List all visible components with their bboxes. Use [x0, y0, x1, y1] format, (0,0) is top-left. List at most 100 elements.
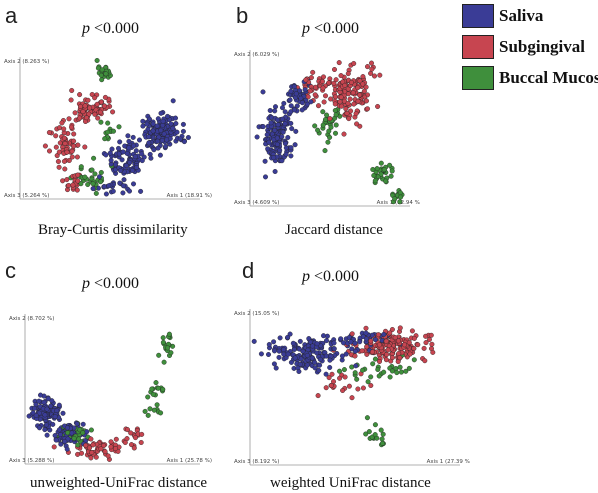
- data-point-buccal-mucosa: [116, 124, 122, 130]
- data-point-saliva: [44, 406, 50, 412]
- panel-a: a p <0.000: [0, 0, 230, 245]
- data-point-saliva: [271, 339, 277, 345]
- data-point-subgingival: [108, 444, 114, 450]
- data-point-subgingival: [66, 182, 72, 188]
- data-point-subgingival: [77, 103, 83, 109]
- data-point-subgingival: [59, 120, 65, 126]
- data-point-subgingival: [337, 99, 343, 105]
- data-point-saliva: [130, 181, 136, 187]
- data-point-saliva: [56, 402, 62, 408]
- data-point-subgingival: [377, 72, 383, 78]
- data-point-subgingival: [61, 135, 67, 141]
- data-point-subgingival: [53, 144, 59, 150]
- legend-label-saliva: Saliva: [499, 6, 544, 25]
- data-point-subgingival: [102, 94, 108, 100]
- data-point-subgingival: [355, 85, 361, 91]
- data-point-subgingival: [71, 138, 77, 144]
- data-point-subgingival: [340, 387, 346, 393]
- data-point-saliva: [281, 351, 287, 357]
- data-point-saliva: [122, 143, 128, 149]
- data-point-buccal-mucosa: [65, 430, 71, 436]
- data-point-subgingival: [77, 92, 83, 98]
- data-point-saliva: [323, 338, 329, 344]
- data-point-subgingival: [64, 177, 70, 183]
- data-point-saliva: [101, 183, 107, 189]
- data-point-buccal-mucosa: [327, 134, 333, 140]
- data-point-saliva: [42, 412, 48, 418]
- data-point-subgingival: [56, 149, 62, 155]
- data-point-saliva: [291, 84, 297, 90]
- data-point-buccal-mucosa: [406, 365, 412, 371]
- data-point-subgingival: [94, 101, 100, 107]
- data-point-buccal-mucosa: [328, 124, 334, 130]
- data-point-buccal-mucosa: [368, 374, 374, 380]
- data-point-subgingival: [82, 144, 88, 150]
- data-point-buccal-mucosa: [91, 155, 97, 161]
- data-point-saliva: [258, 351, 264, 357]
- data-point-saliva: [251, 338, 257, 344]
- data-point-buccal-mucosa: [398, 369, 404, 375]
- data-point-saliva: [42, 427, 48, 433]
- data-point-subgingival: [333, 77, 339, 83]
- data-point-buccal-mucosa: [332, 107, 338, 113]
- legend-item-saliva: Saliva: [462, 3, 598, 29]
- data-point-subgingival: [82, 103, 88, 109]
- data-point-buccal-mucosa: [378, 160, 384, 166]
- data-point-subgingival: [415, 342, 421, 348]
- data-point-buccal-mucosa: [85, 181, 91, 187]
- data-point-saliva: [282, 141, 288, 147]
- data-point-subgingival: [92, 111, 98, 117]
- legend-swatch-subgingival: [462, 35, 494, 59]
- data-point-subgingival: [71, 131, 77, 137]
- data-point-saliva: [126, 145, 132, 151]
- data-point-buccal-mucosa: [320, 109, 326, 115]
- data-point-subgingival: [57, 125, 63, 131]
- data-point-subgingival: [89, 449, 95, 455]
- data-point-saliva: [173, 120, 179, 126]
- data-point-saliva: [282, 121, 288, 127]
- data-point-buccal-mucosa: [102, 136, 108, 142]
- data-point-subgingival: [323, 385, 329, 391]
- data-point-saliva: [317, 356, 323, 362]
- data-point-buccal-mucosa: [322, 116, 328, 122]
- data-point-saliva: [107, 150, 113, 156]
- data-point-saliva: [158, 127, 164, 133]
- data-point-subgingival: [338, 94, 344, 100]
- data-point-subgingival: [71, 143, 77, 149]
- data-point-buccal-mucosa: [77, 427, 83, 433]
- data-point-saliva: [138, 188, 144, 194]
- data-point-subgingival: [360, 385, 366, 391]
- legend-swatch-buccal-mucosa: [462, 66, 494, 90]
- data-point-saliva: [120, 183, 126, 189]
- data-point-saliva: [150, 121, 156, 127]
- data-point-saliva: [160, 118, 166, 124]
- data-point-subgingival: [395, 338, 401, 344]
- data-point-subgingival: [75, 451, 81, 457]
- data-point-saliva: [58, 441, 64, 447]
- data-point-subgingival: [310, 69, 316, 75]
- scatter-plot-c: Axis 2 (8.702 %) Axis 3 (5.288 %) Axis 1 (…: [9, 314, 212, 465]
- data-point-buccal-mucosa: [372, 432, 378, 438]
- data-point-saliva: [103, 191, 109, 197]
- data-point-subgingival: [423, 333, 429, 339]
- data-point-saliva: [50, 421, 56, 427]
- data-point-buccal-mucosa: [98, 119, 104, 125]
- data-point-subgingival: [342, 82, 348, 88]
- data-point-saliva: [125, 133, 131, 139]
- data-point-buccal-mucosa: [354, 376, 360, 382]
- data-point-saliva: [154, 123, 160, 129]
- data-point-buccal-mucosa: [93, 190, 99, 196]
- data-point-subgingival: [105, 453, 111, 459]
- data-point-subgingival: [132, 435, 138, 441]
- data-point-saliva: [260, 124, 266, 130]
- data-point-saliva: [279, 158, 285, 164]
- data-point-saliva: [180, 128, 186, 134]
- data-point-subgingival: [124, 427, 130, 433]
- data-point-buccal-mucosa: [166, 331, 172, 337]
- data-point-subgingival: [337, 375, 343, 381]
- data-point-saliva: [33, 412, 39, 418]
- data-point-subgingival: [336, 60, 342, 66]
- data-point-subgingival: [70, 182, 76, 188]
- data-point-buccal-mucosa: [360, 367, 366, 373]
- data-point-saliva: [291, 107, 297, 113]
